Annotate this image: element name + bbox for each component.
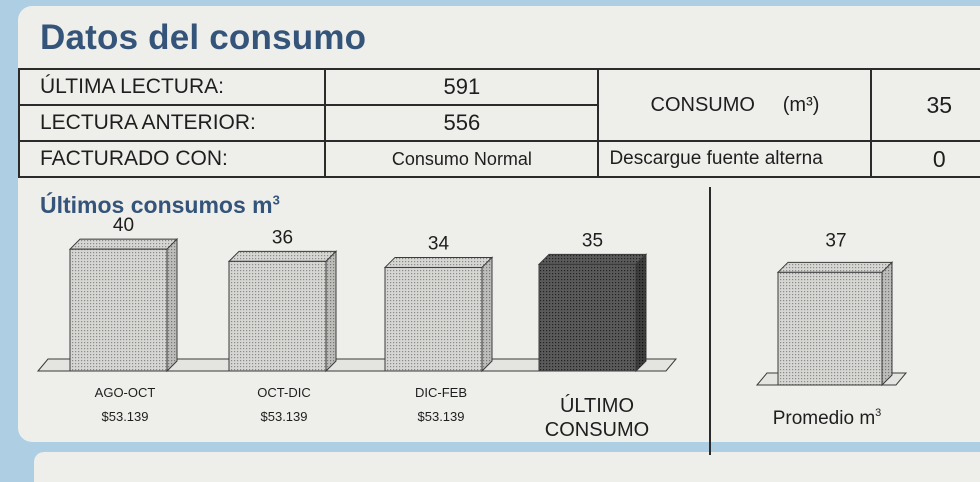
bar-avg <box>777 271 883 386</box>
ultima-lectura-value: 591 <box>324 68 600 106</box>
chart-heading: Últimos consumos m3 <box>40 192 280 219</box>
value-label-1: 36 <box>272 227 293 248</box>
bar-top-0 <box>68 238 179 250</box>
bar-top-1 <box>227 250 338 262</box>
descargue-label: Descargue fuente alterna <box>597 140 873 178</box>
category-label-0: AGO-OCT <box>95 385 156 400</box>
category-label-1: OCT-DIC <box>257 385 310 400</box>
avg-value-label: 37 <box>825 230 846 251</box>
readings-table: ÚLTIMA LECTURA: 591 CONSUMO (m³) 35 LECT… <box>17 68 980 178</box>
bar-2 <box>384 266 483 372</box>
chart-divider <box>709 187 711 455</box>
category-label-3-1: CONSUMO <box>545 419 649 441</box>
cost-label-0: $53.139 <box>102 409 149 424</box>
bar-side-0 <box>166 237 178 373</box>
bar-side-1 <box>325 250 337 373</box>
consumo-label: CONSUMO (m³) <box>597 68 873 142</box>
value-label-2: 34 <box>428 233 450 254</box>
average-consumption-bar: 37 Promedio m3 <box>755 230 908 429</box>
table-row: FACTURADO CON: Consumo Normal Descargue … <box>17 140 980 178</box>
bar-side-3 <box>635 253 647 373</box>
recent-consumption-bars: 40 AGO-OCT $53.139 36 OCT-DIC $53.139 34 DIC-FE… <box>36 215 678 441</box>
bar-3 <box>538 263 637 372</box>
value-label-3: 35 <box>582 230 603 251</box>
lectura-anterior-label: LECTURA ANTERIOR: <box>17 104 327 142</box>
section-title: Datos del consumo <box>40 18 367 57</box>
table-row: ÚLTIMA LECTURA: 591 CONSUMO (m³) 35 <box>17 68 980 142</box>
facturado-value: Consumo Normal <box>324 140 600 178</box>
facturado-label: FACTURADO CON: <box>17 140 327 178</box>
descargue-value: 0 <box>870 140 980 178</box>
bar-top-avg <box>776 261 894 273</box>
category-label-3-0: ÚLTIMO <box>560 394 634 417</box>
cost-label-1: $53.139 <box>261 409 308 424</box>
value-label-0: 40 <box>113 215 134 236</box>
consumo-label-text: CONSUMO <box>650 93 755 116</box>
bar-top-2 <box>383 256 494 268</box>
cost-label-2: $53.139 <box>418 409 465 424</box>
consumo-value: 35 <box>870 68 980 142</box>
consumo-unit: (m³) <box>782 93 820 116</box>
ultima-lectura-label: ÚLTIMA LECTURA: <box>17 68 327 106</box>
chart-heading-text: Últimos consumos m <box>40 192 273 218</box>
bar-0 <box>69 248 168 372</box>
consumption-chart: 40 AGO-OCT $53.139 36 OCT-DIC $53.139 34 DIC-FE… <box>36 215 908 441</box>
category-label-2: DIC-FEB <box>415 385 467 400</box>
table-row: LECTURA ANTERIOR: 556 <box>17 104 980 142</box>
bar-side-2 <box>481 256 493 373</box>
lectura-anterior-value: 556 <box>324 104 600 142</box>
chart-heading-sup: 3 <box>272 192 280 208</box>
avg-category-label: Promedio m3 <box>773 407 882 429</box>
bar-1 <box>228 260 327 372</box>
avg-category-sup: 3 <box>875 407 881 419</box>
bar-top-3 <box>537 253 648 265</box>
bar-side-avg <box>881 261 893 387</box>
